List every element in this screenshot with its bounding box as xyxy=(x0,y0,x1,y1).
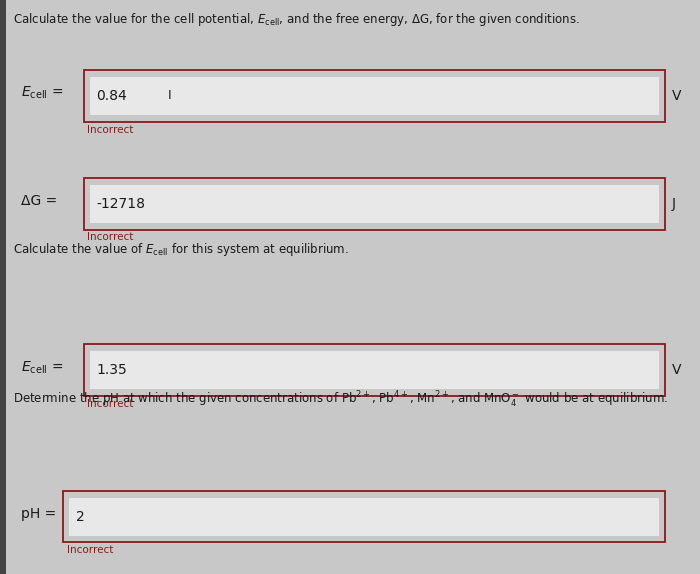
Bar xyxy=(69,498,659,536)
Text: Calculate the value for the cell potential, $E_\mathrm{cell}$, and the free ener: Calculate the value for the cell potenti… xyxy=(13,11,580,29)
Bar xyxy=(63,491,665,542)
Text: Calculate the value of $E_\mathrm{cell}$ for this system at equilibrium.: Calculate the value of $E_\mathrm{cell}$… xyxy=(13,241,349,258)
Text: Incorrect: Incorrect xyxy=(88,399,134,409)
Text: V: V xyxy=(672,89,682,103)
Bar xyxy=(84,70,665,122)
Text: -12718: -12718 xyxy=(97,197,146,211)
Text: ΔG =: ΔG = xyxy=(21,194,57,208)
Text: J: J xyxy=(672,197,676,211)
Text: Incorrect: Incorrect xyxy=(88,232,134,242)
Text: $E_\mathrm{cell}$ =: $E_\mathrm{cell}$ = xyxy=(21,85,64,101)
Text: Incorrect: Incorrect xyxy=(88,125,134,134)
Text: I: I xyxy=(168,90,172,102)
Text: 0.84: 0.84 xyxy=(97,89,127,103)
Bar xyxy=(90,185,659,223)
Text: 1.35: 1.35 xyxy=(97,363,127,377)
Text: Incorrect: Incorrect xyxy=(66,545,113,555)
Bar xyxy=(0,0,6,574)
Bar xyxy=(84,178,665,230)
Text: V: V xyxy=(672,363,682,377)
Bar xyxy=(90,77,659,115)
Text: $E_\mathrm{cell}$ =: $E_\mathrm{cell}$ = xyxy=(21,359,64,375)
Bar xyxy=(84,344,665,396)
Text: 2: 2 xyxy=(76,510,84,523)
Text: Determine the pH at which the given concentrations of Pb$^{2+}$, Pb$^{4+}$, Mn$^: Determine the pH at which the given conc… xyxy=(13,390,668,410)
Text: pH =: pH = xyxy=(21,507,56,521)
Bar xyxy=(90,351,659,389)
